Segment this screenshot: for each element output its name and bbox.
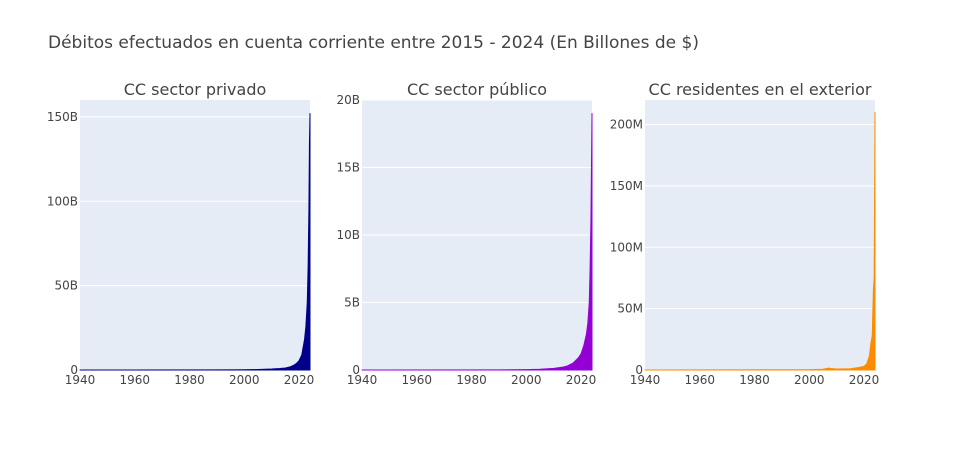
x-tick-label: 2000: [794, 373, 825, 387]
y-tick-label: 0: [70, 363, 78, 377]
x-tick-label: 1960: [684, 373, 715, 387]
subplot-1: 0 50B 100B 150B 1940 1960 1980 2000 2020 CC secto…: [47, 80, 314, 387]
x-tick-label: 1960: [401, 373, 432, 387]
y-tick-label: 150M: [610, 179, 643, 193]
series-area: [361, 113, 593, 371]
x-tick-label: 1940: [65, 373, 96, 387]
y-tick-label: 150B: [47, 110, 78, 124]
y-tick-label: 5B: [344, 296, 360, 310]
y-tick-label: 100B: [47, 194, 78, 208]
subplot-title: CC residentes en el exterior: [649, 80, 872, 99]
x-tick-label: 1980: [456, 373, 487, 387]
x-tick-label: 2000: [229, 373, 260, 387]
y-tick-label: 20B: [336, 93, 360, 107]
y-tick-label: 100M: [610, 240, 643, 254]
x-tick-label: 1940: [630, 373, 661, 387]
series-area: [79, 113, 311, 371]
y-tick-label: 0: [352, 363, 360, 377]
y-tick-label: 50M: [617, 302, 643, 316]
y-tick-label: 0: [635, 363, 643, 377]
main-title: Débitos efectuados en cuenta corriente e…: [48, 33, 699, 53]
subplot-3: 0 50M 100M 150M 200M 1940 1960 1980 2000 2020 CC r…: [610, 80, 880, 387]
x-tick-label: 2020: [284, 373, 315, 387]
y-tick-label: 10B: [336, 228, 360, 242]
plot-area: [80, 100, 310, 370]
plot-area: [645, 100, 875, 370]
y-tick-label: 15B: [336, 161, 360, 175]
series-area: [644, 111, 876, 371]
x-tick-label: 2000: [511, 373, 542, 387]
x-tick-label: 1960: [119, 373, 150, 387]
x-tick-label: 2020: [566, 373, 597, 387]
subplot-title: CC sector público: [407, 80, 547, 99]
x-tick-label: 1980: [739, 373, 770, 387]
subplot-title: CC sector privado: [124, 80, 267, 99]
x-tick-label: 1980: [174, 373, 205, 387]
x-tick-label: 1940: [347, 373, 378, 387]
x-tick-label: 2020: [849, 373, 880, 387]
subplot-2: 0 5B 10B 15B 20B 1940 1960 1980 2000 2020 CC secto…: [336, 80, 596, 387]
y-tick-label: 50B: [54, 279, 78, 293]
y-tick-label: 200M: [610, 118, 643, 132]
